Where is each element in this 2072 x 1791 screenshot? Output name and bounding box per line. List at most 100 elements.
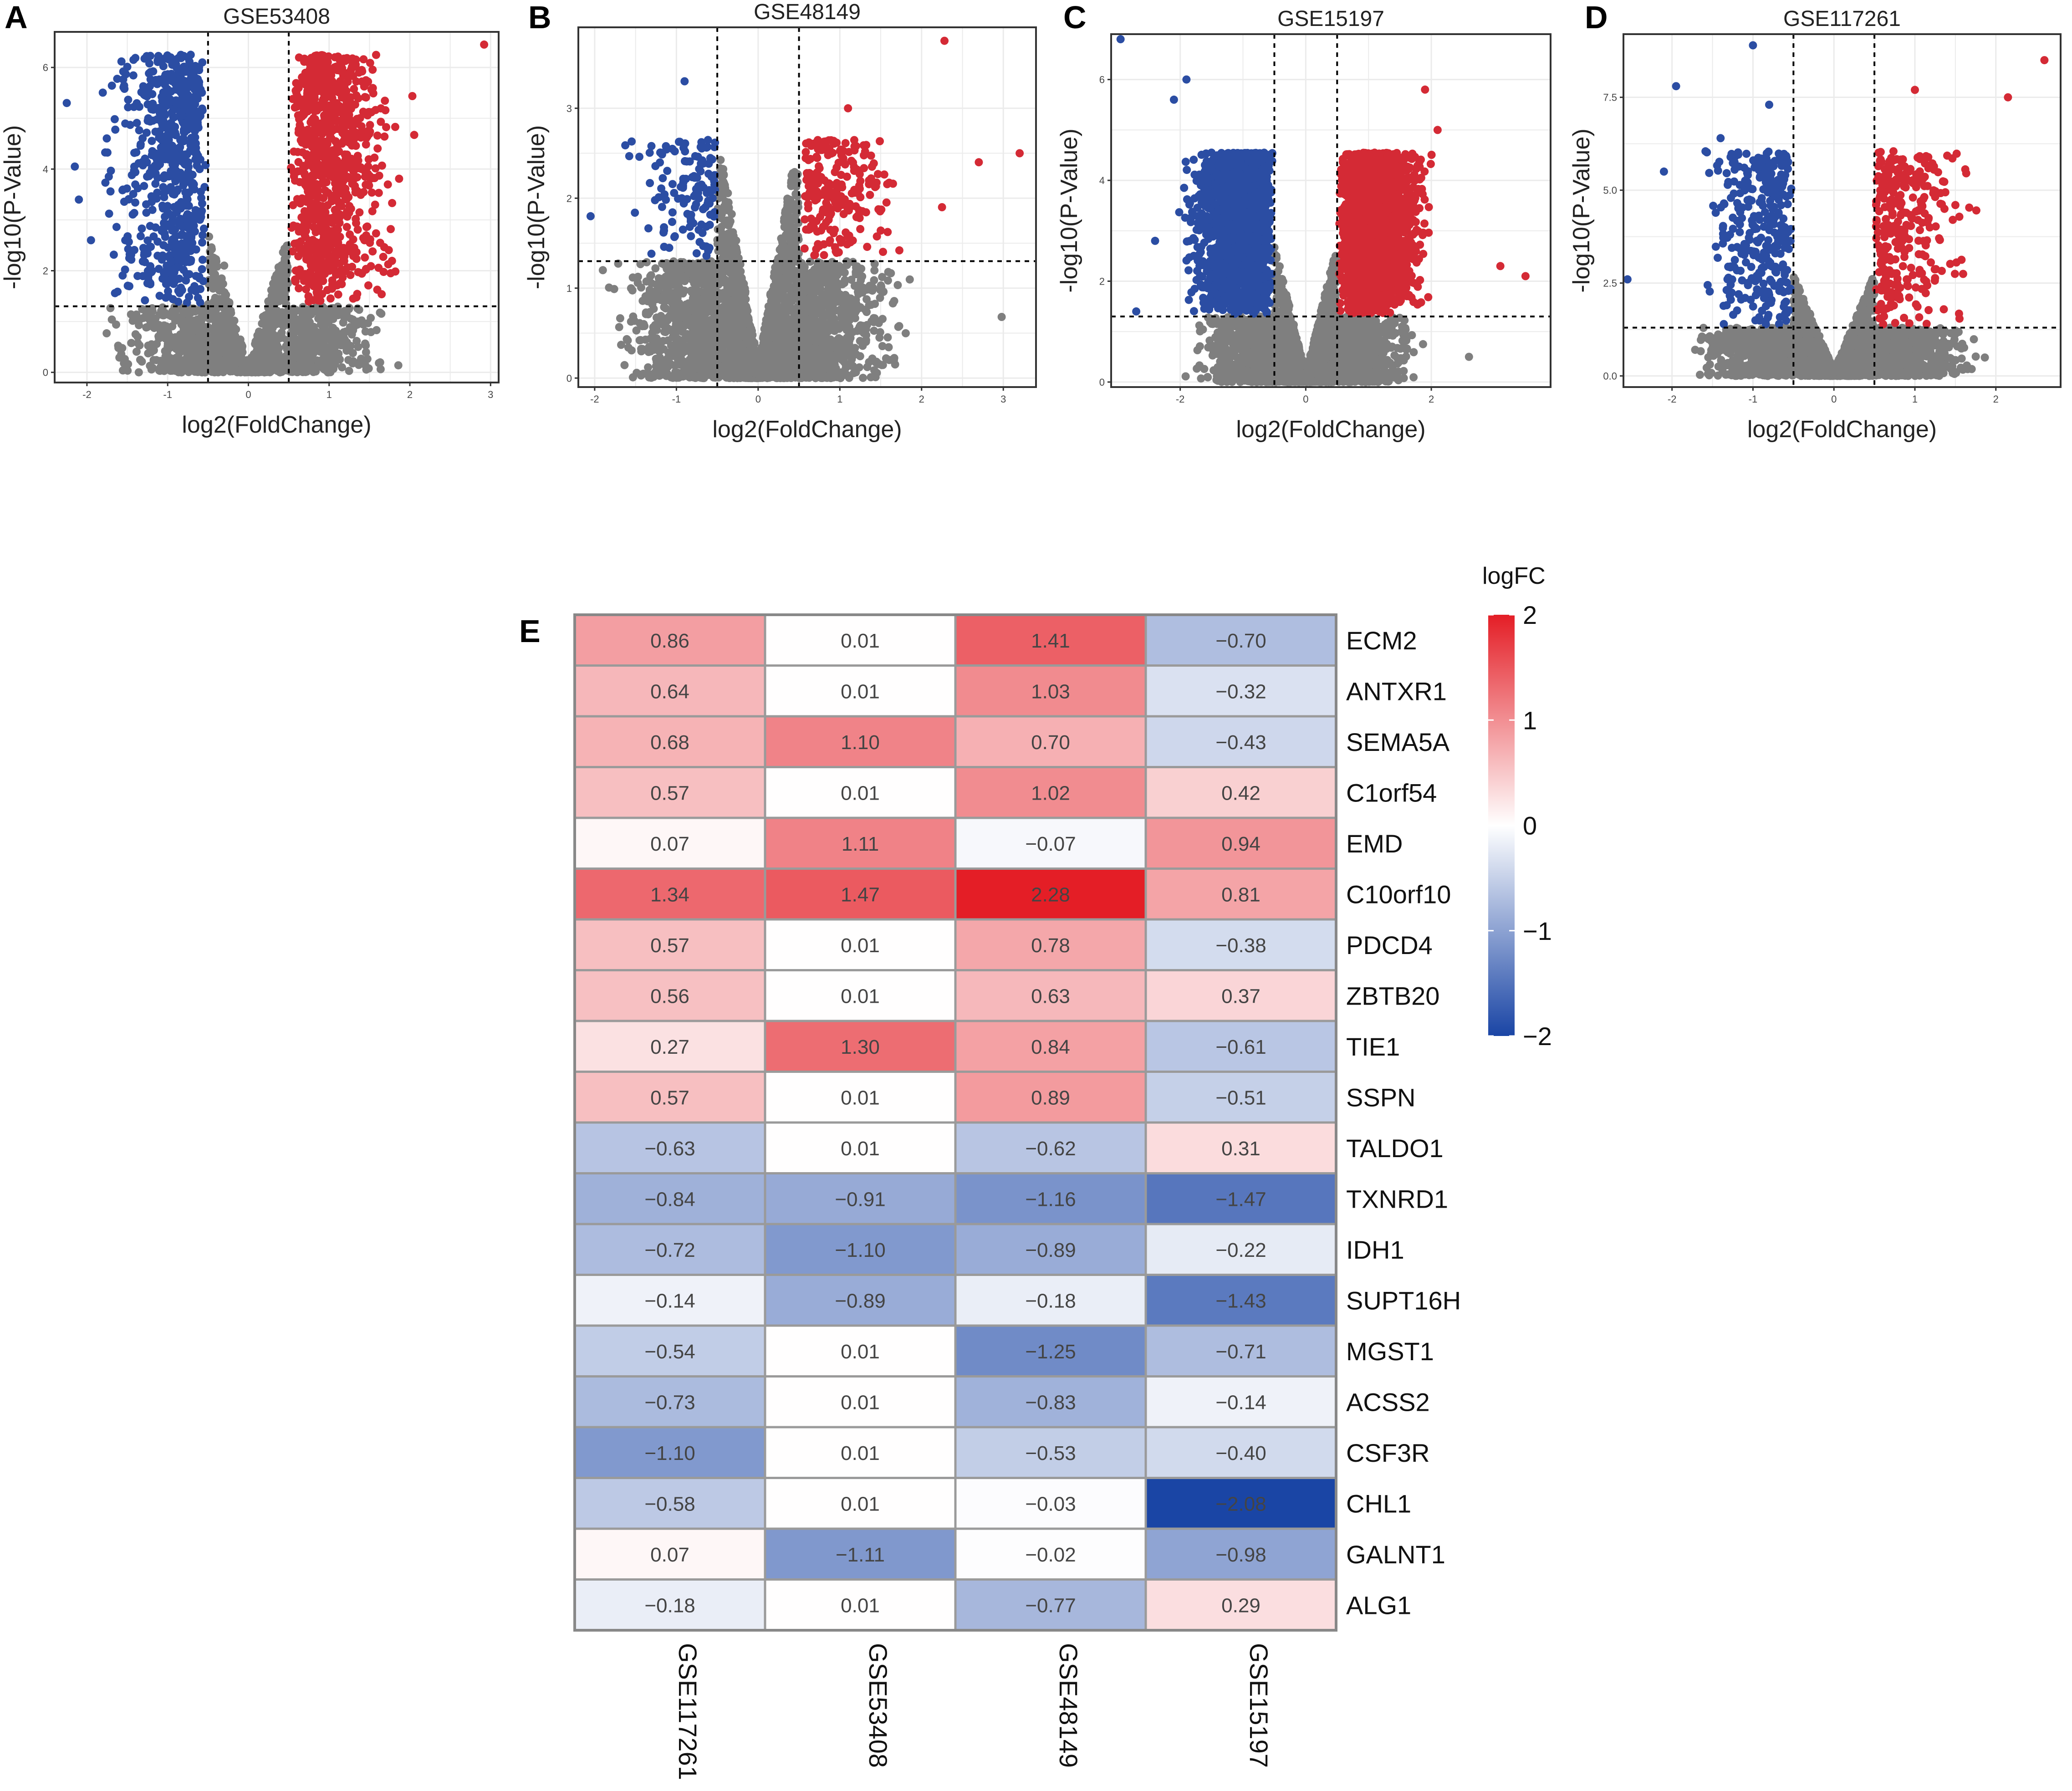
point-ns — [347, 315, 355, 323]
y-tick-label: 2 — [43, 265, 48, 276]
point-down — [151, 162, 159, 170]
point-up — [298, 194, 306, 203]
x-axis-title: log2(FoldChange) — [182, 412, 371, 438]
point-ns — [274, 366, 282, 374]
point-ns — [632, 326, 641, 335]
point-ns — [230, 361, 238, 370]
point-up — [370, 153, 379, 162]
point-up — [408, 92, 417, 100]
point-up — [343, 150, 351, 159]
point-down — [178, 286, 186, 295]
point-down — [179, 179, 188, 187]
point-ns — [311, 367, 320, 376]
point-up — [325, 101, 333, 110]
x-tick-label: -2 — [82, 389, 92, 400]
point-up — [313, 205, 322, 214]
point-up — [327, 194, 336, 202]
point-up — [364, 281, 373, 290]
point-up — [332, 148, 341, 157]
point-ns — [134, 368, 143, 377]
point-down — [140, 54, 149, 63]
point-ns — [283, 352, 292, 361]
point-down — [148, 116, 157, 125]
point-up — [346, 174, 354, 183]
point-up — [306, 56, 315, 64]
point-up — [337, 93, 346, 102]
point-down — [141, 296, 149, 305]
point-ns — [210, 366, 219, 375]
point-up — [296, 99, 305, 107]
point-up — [328, 276, 337, 285]
point-up — [331, 125, 340, 133]
point-ns — [367, 314, 375, 322]
point-ns — [325, 344, 334, 352]
point-up — [323, 62, 332, 71]
point-ns — [376, 358, 384, 367]
point-down — [194, 118, 202, 127]
point-down — [129, 71, 138, 80]
point-ns — [178, 321, 187, 329]
point-up — [331, 160, 339, 168]
point-up — [351, 182, 359, 190]
point-down — [102, 134, 111, 143]
point-ns — [152, 356, 161, 364]
point-up — [300, 106, 308, 114]
point-ns — [893, 281, 902, 289]
point-down — [182, 84, 190, 93]
point-down — [158, 201, 167, 210]
point-up — [312, 138, 321, 146]
point-down — [159, 183, 168, 191]
point-up — [349, 235, 357, 244]
point-down — [164, 243, 172, 252]
point-up — [355, 208, 364, 217]
point-up — [319, 228, 327, 237]
point-up — [349, 294, 357, 303]
point-down — [133, 272, 142, 281]
point-ns — [338, 363, 346, 372]
point-down — [176, 143, 184, 151]
point-up — [336, 259, 344, 268]
point-down — [144, 267, 153, 276]
point-ns — [142, 308, 151, 317]
point-down — [118, 271, 127, 280]
point-up — [372, 229, 380, 238]
point-down — [107, 82, 116, 90]
point-up — [316, 296, 325, 305]
point-up — [382, 123, 390, 132]
point-down — [117, 57, 126, 66]
point-down — [153, 237, 162, 246]
point-up — [345, 69, 353, 78]
panel-label: B — [528, 0, 551, 35]
point-down — [168, 130, 177, 138]
point-ns — [226, 328, 235, 337]
point-up — [330, 228, 339, 236]
point-ns — [344, 343, 353, 352]
point-ns — [155, 334, 163, 343]
point-ns — [292, 353, 301, 362]
point-down — [197, 188, 205, 196]
point-up — [342, 207, 351, 216]
point-ns — [186, 345, 195, 354]
y-tick-label: 0 — [43, 367, 48, 378]
point-down — [138, 225, 146, 233]
point-down — [189, 180, 198, 189]
point-up — [368, 247, 377, 256]
point-down — [123, 232, 132, 240]
point-ns — [267, 286, 276, 295]
point-up — [298, 223, 306, 232]
point-ns — [279, 290, 287, 299]
y-tick-label: 4 — [43, 163, 48, 175]
point-down — [174, 219, 183, 228]
point-up — [311, 244, 320, 252]
point-down — [164, 268, 173, 276]
point-up — [357, 122, 366, 131]
point-ns — [228, 319, 237, 327]
point-ns — [219, 360, 227, 368]
point-ns — [299, 359, 308, 367]
point-up — [291, 87, 300, 95]
point-ns — [362, 348, 370, 357]
point-ns — [314, 314, 323, 323]
point-down — [192, 245, 200, 254]
point-up — [336, 279, 344, 287]
point-down — [179, 120, 188, 128]
